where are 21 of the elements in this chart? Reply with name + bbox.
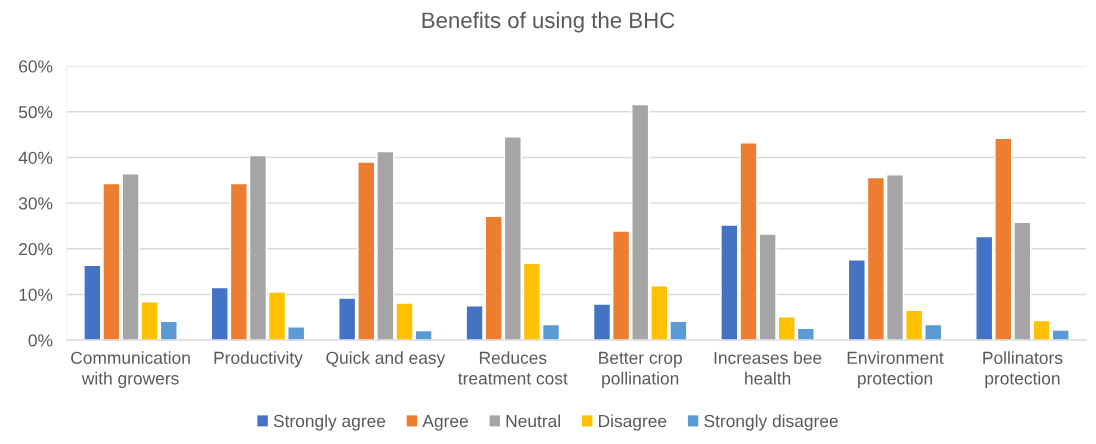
x-tick-label: Environment protection <box>847 351 944 388</box>
y-tick-label: 60% <box>19 60 53 73</box>
x-tick-label: Reduces treatment cost <box>458 351 568 385</box>
x-tick-label: Increases bee health <box>714 351 822 385</box>
legend-label: Neutral <box>506 414 560 428</box>
legend-label: Disagree <box>599 414 667 431</box>
y-tick-label: 40% <box>18 151 53 164</box>
legend-label: Strongly disagree <box>704 414 838 431</box>
legend-label: Agree <box>422 415 468 431</box>
x-tick-label: Quick and easy <box>326 351 446 368</box>
x-tick-label: Communication with growers <box>71 351 190 388</box>
legend-label: Strongly agree <box>273 414 386 431</box>
y-tick-label: 0% <box>28 334 53 347</box>
chart-title: Benefits of using the BHC <box>422 11 675 33</box>
x-tick-label: Better crop pollination <box>599 351 682 388</box>
y-tick-label: 50% <box>18 105 53 119</box>
y-tick-label: 10% <box>19 288 53 301</box>
x-tick-label: Productivity <box>214 351 303 368</box>
y-tick-label: 30% <box>18 197 53 210</box>
y-tick-label: 20% <box>19 242 53 256</box>
x-tick-label: Pollinators protection <box>983 351 1063 388</box>
